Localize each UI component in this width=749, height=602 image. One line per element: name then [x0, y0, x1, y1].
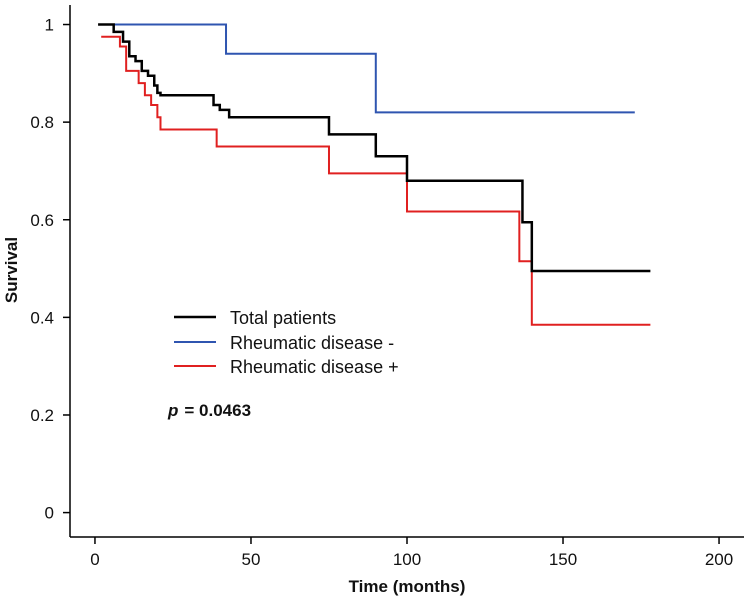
p-value-text: = 0.0463	[184, 401, 251, 420]
y-tick-label: 1	[45, 16, 54, 35]
x-tick-label: 0	[90, 550, 99, 569]
legend-label-rheumatic-positive: Rheumatic disease +	[230, 357, 399, 377]
p-value-annotation: p = 0.0463	[167, 401, 251, 420]
y-axis-title: Survival	[2, 237, 21, 303]
y-tick-label: 0.4	[30, 308, 54, 327]
x-tick-label: 150	[549, 550, 577, 569]
y-tick-label: 0.8	[30, 113, 54, 132]
x-tick-label: 50	[242, 550, 261, 569]
x-tick-label: 200	[705, 550, 733, 569]
legend: Total patients Rheumatic disease - Rheum…	[174, 308, 399, 377]
x-tick-label: 100	[393, 550, 421, 569]
y-tick-label: 0	[45, 504, 54, 523]
series-rheumatic-disease-positive	[101, 35, 651, 326]
series-layer	[98, 23, 651, 326]
p-value-symbol: p	[167, 401, 178, 420]
series-rheumatic-disease-negative	[101, 23, 635, 114]
legend-label-total-patients: Total patients	[230, 308, 336, 328]
legend-label-rheumatic-negative: Rheumatic disease -	[230, 333, 394, 353]
series-total-patients	[98, 23, 651, 273]
x-ticks: 0 50 100 150 200	[90, 537, 733, 569]
y-tick-label: 0.6	[30, 211, 54, 230]
y-tick-label: 0.2	[30, 406, 54, 425]
x-axis-title: Time (months)	[349, 577, 466, 596]
y-ticks: 0 0.2 0.4 0.6 0.8 1	[30, 16, 70, 523]
